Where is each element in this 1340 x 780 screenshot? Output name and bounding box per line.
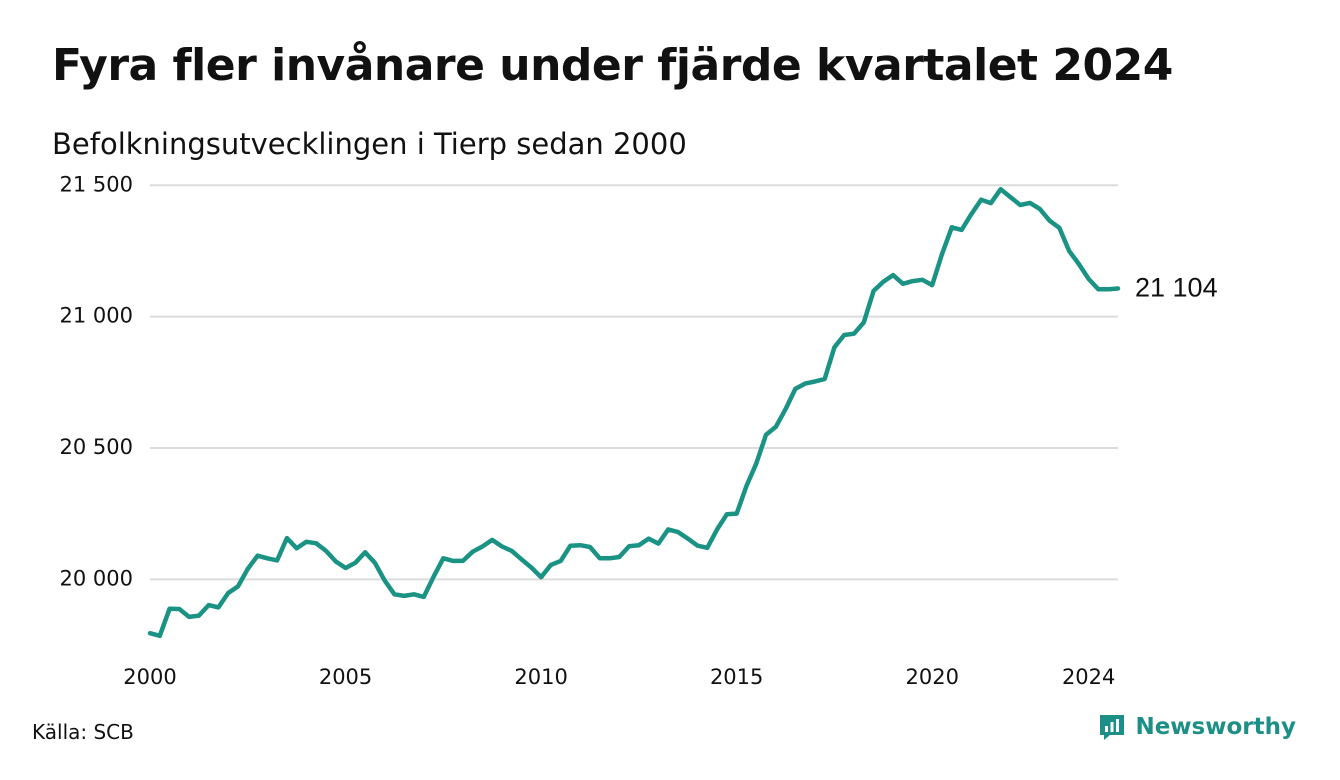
brand-name: Newsworthy	[1135, 714, 1296, 740]
y-axis: 20 000 20 500 21 000 21 500	[60, 172, 133, 590]
x-tick-label: 2015	[710, 665, 763, 689]
y-tick-label: 21 000	[60, 304, 133, 328]
x-tick-label: 2005	[319, 665, 372, 689]
x-tick-label: 2010	[514, 665, 567, 689]
gridlines	[150, 184, 1118, 581]
x-axis: 2000 2005 2010 2015 2020 2024	[123, 665, 1115, 689]
series-line	[147, 186, 1121, 639]
brand-logo: Newsworthy	[1097, 712, 1296, 742]
x-tick-label: 2000	[123, 665, 176, 689]
chart-title: Fyra fler invånare under fjärde kvartale…	[52, 40, 1173, 91]
y-tick-label: 20 000	[60, 566, 133, 590]
x-tick-label: 2020	[905, 665, 958, 689]
y-tick-label: 21 500	[60, 172, 133, 196]
chart-subtitle: Befolkningsutvecklingen i Tierp sedan 20…	[52, 127, 687, 161]
newsworthy-logo-icon	[1100, 715, 1125, 740]
y-tick-label: 20 500	[60, 435, 133, 459]
end-value-label: 21 104	[1135, 273, 1218, 303]
line-chart: 20 000 20 500 21 000 21 500 2000 2005 2010 201…	[60, 172, 1218, 689]
source-note: Källa: SCB	[32, 720, 134, 744]
x-tick-label: 2024	[1062, 665, 1115, 689]
